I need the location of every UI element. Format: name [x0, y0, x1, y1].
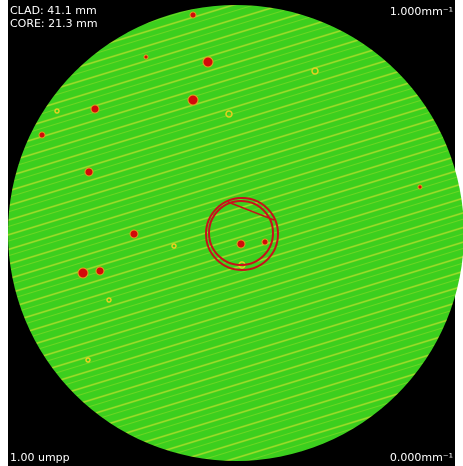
scratch [227, 201, 275, 221]
fiber-end-face [8, 5, 463, 461]
particle [106, 297, 112, 303]
particle [225, 110, 233, 118]
defect [189, 11, 197, 19]
clad-label: CLAD: 41.1 mm [10, 4, 97, 17]
particle [171, 243, 177, 249]
defect [90, 104, 100, 114]
particle [85, 357, 91, 363]
scale-top-label: 1.000mm⁻¹ [389, 5, 453, 18]
defect [261, 238, 269, 246]
particle [311, 67, 319, 75]
particle [54, 108, 60, 114]
resolution-label: 1.00 umpp [10, 451, 70, 464]
core-label: CORE: 21.3 mm [10, 17, 98, 30]
defect [187, 94, 199, 106]
defect [236, 239, 246, 249]
defect [38, 131, 46, 139]
core-ring-inner [208, 200, 274, 266]
defect [202, 56, 214, 68]
core-boundary [205, 197, 279, 271]
defect [95, 266, 105, 276]
scale-bottom-label: 0.000mm⁻¹ [389, 451, 453, 464]
defect [84, 167, 94, 177]
defect [417, 184, 423, 190]
defect [143, 54, 149, 60]
core-ring-outer [205, 197, 279, 271]
defect [77, 267, 89, 279]
defects [38, 11, 423, 363]
defect [129, 229, 139, 239]
